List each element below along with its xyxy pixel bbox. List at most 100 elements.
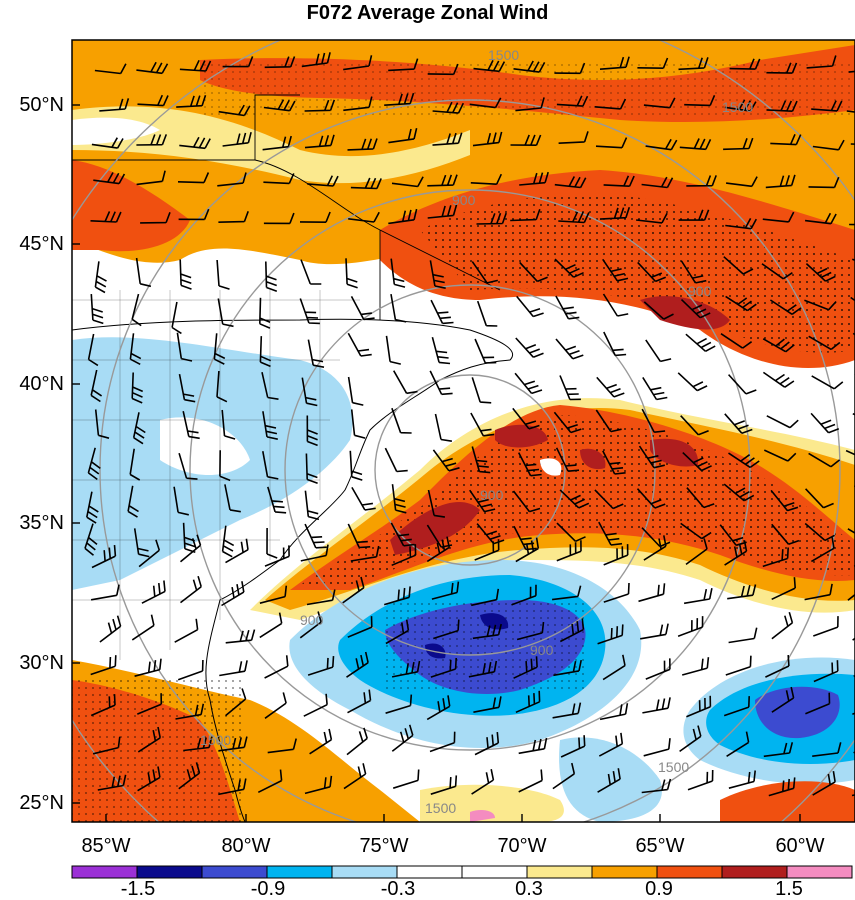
wind-barb — [427, 489, 446, 518]
wind-barb — [603, 544, 629, 566]
wind-barb — [349, 450, 363, 481]
wind-barb — [849, 223, 855, 226]
colorbar-segment — [331, 865, 398, 879]
wind-barb — [847, 528, 855, 535]
wind-barb — [259, 585, 288, 604]
wind-barb — [812, 742, 842, 757]
wind-barb — [771, 577, 796, 601]
wind-barb — [430, 775, 458, 795]
wind-barb — [555, 447, 580, 472]
wind-barb — [217, 298, 234, 328]
wind-barb — [510, 208, 541, 222]
wind-barb — [763, 742, 794, 758]
wind-barb — [391, 660, 421, 678]
wind-barb — [641, 778, 672, 794]
darkred-spot-central2 — [495, 424, 548, 448]
wind-barb — [476, 300, 498, 327]
wind-barb — [640, 623, 669, 640]
wind-barb — [512, 407, 540, 430]
wind-barb — [471, 446, 491, 474]
map-title: F072 Average Zonal Wind — [306, 2, 549, 24]
wind-barb — [92, 736, 121, 755]
wind-barb — [140, 212, 171, 224]
wind-barb — [217, 172, 247, 187]
lat-label: 30°N — [19, 652, 64, 674]
wind-barb — [263, 99, 296, 112]
wind-barb — [347, 616, 373, 638]
wind-barb — [642, 376, 668, 401]
wind-barb — [342, 576, 365, 604]
wind-barb — [136, 170, 166, 186]
wind-barb — [219, 660, 248, 677]
wind-barb — [300, 259, 322, 285]
wind-barb — [678, 209, 710, 221]
wind-barb — [805, 263, 836, 282]
wind-barb — [771, 611, 794, 640]
wind-barb — [94, 409, 110, 439]
wind-barb — [178, 452, 198, 480]
wind-barb — [304, 134, 335, 149]
wind-barb — [559, 618, 585, 643]
wind-barb — [597, 768, 621, 793]
lat-label: 35°N — [19, 512, 64, 534]
lon-label: 85°W — [81, 835, 131, 857]
wind-barb — [301, 52, 331, 68]
lat-label: 50°N — [19, 94, 64, 116]
wind-barb — [553, 659, 582, 677]
wind-barb — [770, 133, 802, 146]
wind-barb — [90, 211, 122, 223]
colorbar-segment — [786, 865, 853, 879]
wind-barb — [305, 453, 318, 484]
wind-barb — [179, 259, 192, 290]
wind-barb — [594, 489, 624, 510]
wind-barb — [267, 486, 287, 514]
wind-barb — [811, 100, 843, 112]
wind-barb — [350, 177, 382, 190]
wind-barb — [686, 487, 715, 509]
wind-barb — [805, 692, 831, 715]
wind-barb — [762, 547, 789, 568]
wind-barb — [218, 778, 247, 796]
wind-barb — [594, 98, 627, 110]
pink-spot-bottom — [470, 810, 495, 822]
wind-barb — [391, 544, 417, 567]
contour-label: 900 — [530, 642, 554, 658]
wind-barb — [93, 172, 126, 185]
wind-barb — [636, 488, 666, 509]
wind-barb — [637, 57, 669, 69]
wind-barb — [87, 447, 101, 481]
wind-barb — [471, 377, 492, 404]
wind-barb — [175, 703, 205, 720]
wind-barb — [133, 528, 150, 558]
wind-barb — [99, 615, 122, 643]
wind-barb — [136, 693, 163, 715]
wind-barb — [391, 407, 412, 434]
wind-barb — [472, 623, 502, 640]
wind-barb — [351, 487, 376, 511]
wind-barb — [432, 132, 463, 146]
wind-barb — [474, 338, 497, 364]
wind-barb — [517, 452, 542, 477]
wind-barb — [178, 208, 210, 221]
wind-barb — [350, 545, 380, 562]
wind-barb — [679, 725, 702, 753]
wind-barb — [684, 94, 716, 107]
wind-barb — [427, 174, 458, 187]
wind-barb — [263, 173, 295, 185]
wind-barb — [180, 575, 202, 604]
wind-barb — [643, 535, 667, 561]
wind-barb — [385, 694, 413, 714]
colorbar-segment — [266, 865, 333, 879]
wind-barb — [595, 409, 622, 433]
wind-barb — [264, 692, 287, 719]
wind-barb — [264, 56, 296, 69]
darkred-spot-central1 — [390, 501, 480, 555]
contour-label: 900 — [688, 283, 712, 299]
wind-barb — [388, 208, 418, 225]
wind-barb — [262, 451, 279, 480]
wind-barb — [552, 762, 576, 790]
wind-barb — [433, 619, 460, 640]
wind-barb — [94, 63, 127, 75]
wind-barb — [686, 175, 717, 187]
